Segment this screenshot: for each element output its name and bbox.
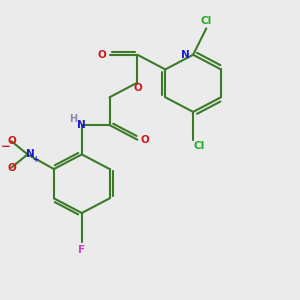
Text: Cl: Cl [194, 141, 205, 151]
Text: H: H [69, 114, 77, 124]
Text: N: N [77, 120, 86, 130]
Text: +: + [32, 155, 38, 164]
Text: O: O [7, 163, 16, 172]
Text: O: O [7, 136, 16, 146]
Text: O: O [98, 50, 107, 60]
Text: N: N [26, 149, 35, 159]
Text: −: − [1, 140, 10, 153]
Text: Cl: Cl [201, 16, 212, 26]
Text: O: O [133, 83, 142, 94]
Text: O: O [140, 135, 149, 145]
Text: F: F [78, 244, 85, 255]
Text: N: N [182, 50, 190, 60]
